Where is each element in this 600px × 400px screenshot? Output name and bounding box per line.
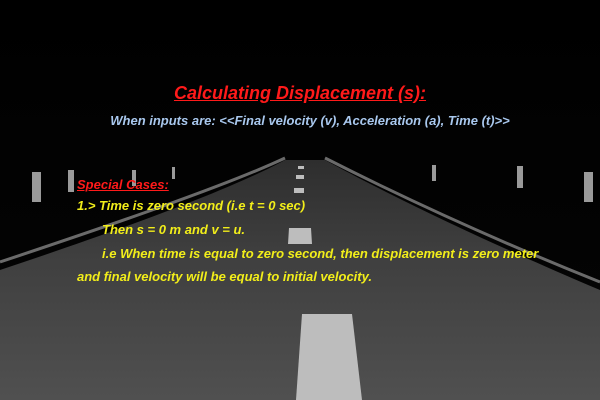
- road-right-edge: [324, 156, 600, 284]
- slide-title: Calculating Displacement (s):: [173, 83, 427, 103]
- road-left-edge: [0, 156, 286, 264]
- left-roadside-posts: [32, 167, 175, 202]
- road-surface: [0, 160, 600, 400]
- case-line-3: i.e When time is equal to zero second, t…: [102, 246, 539, 261]
- case-line-2: Then s = 0 m and v = u.: [102, 222, 246, 237]
- case-line-1: 1.> Time is zero second (i.e t = 0 sec): [77, 198, 306, 213]
- special-cases-heading: Special Cases:: [77, 177, 169, 192]
- slide-subtitle: When inputs are: <<Final velocity (v), A…: [110, 113, 510, 128]
- right-roadside-posts: [432, 165, 593, 202]
- case-line-4: and final velocity will be equal to init…: [77, 269, 372, 284]
- center-lane-markings: [288, 166, 362, 400]
